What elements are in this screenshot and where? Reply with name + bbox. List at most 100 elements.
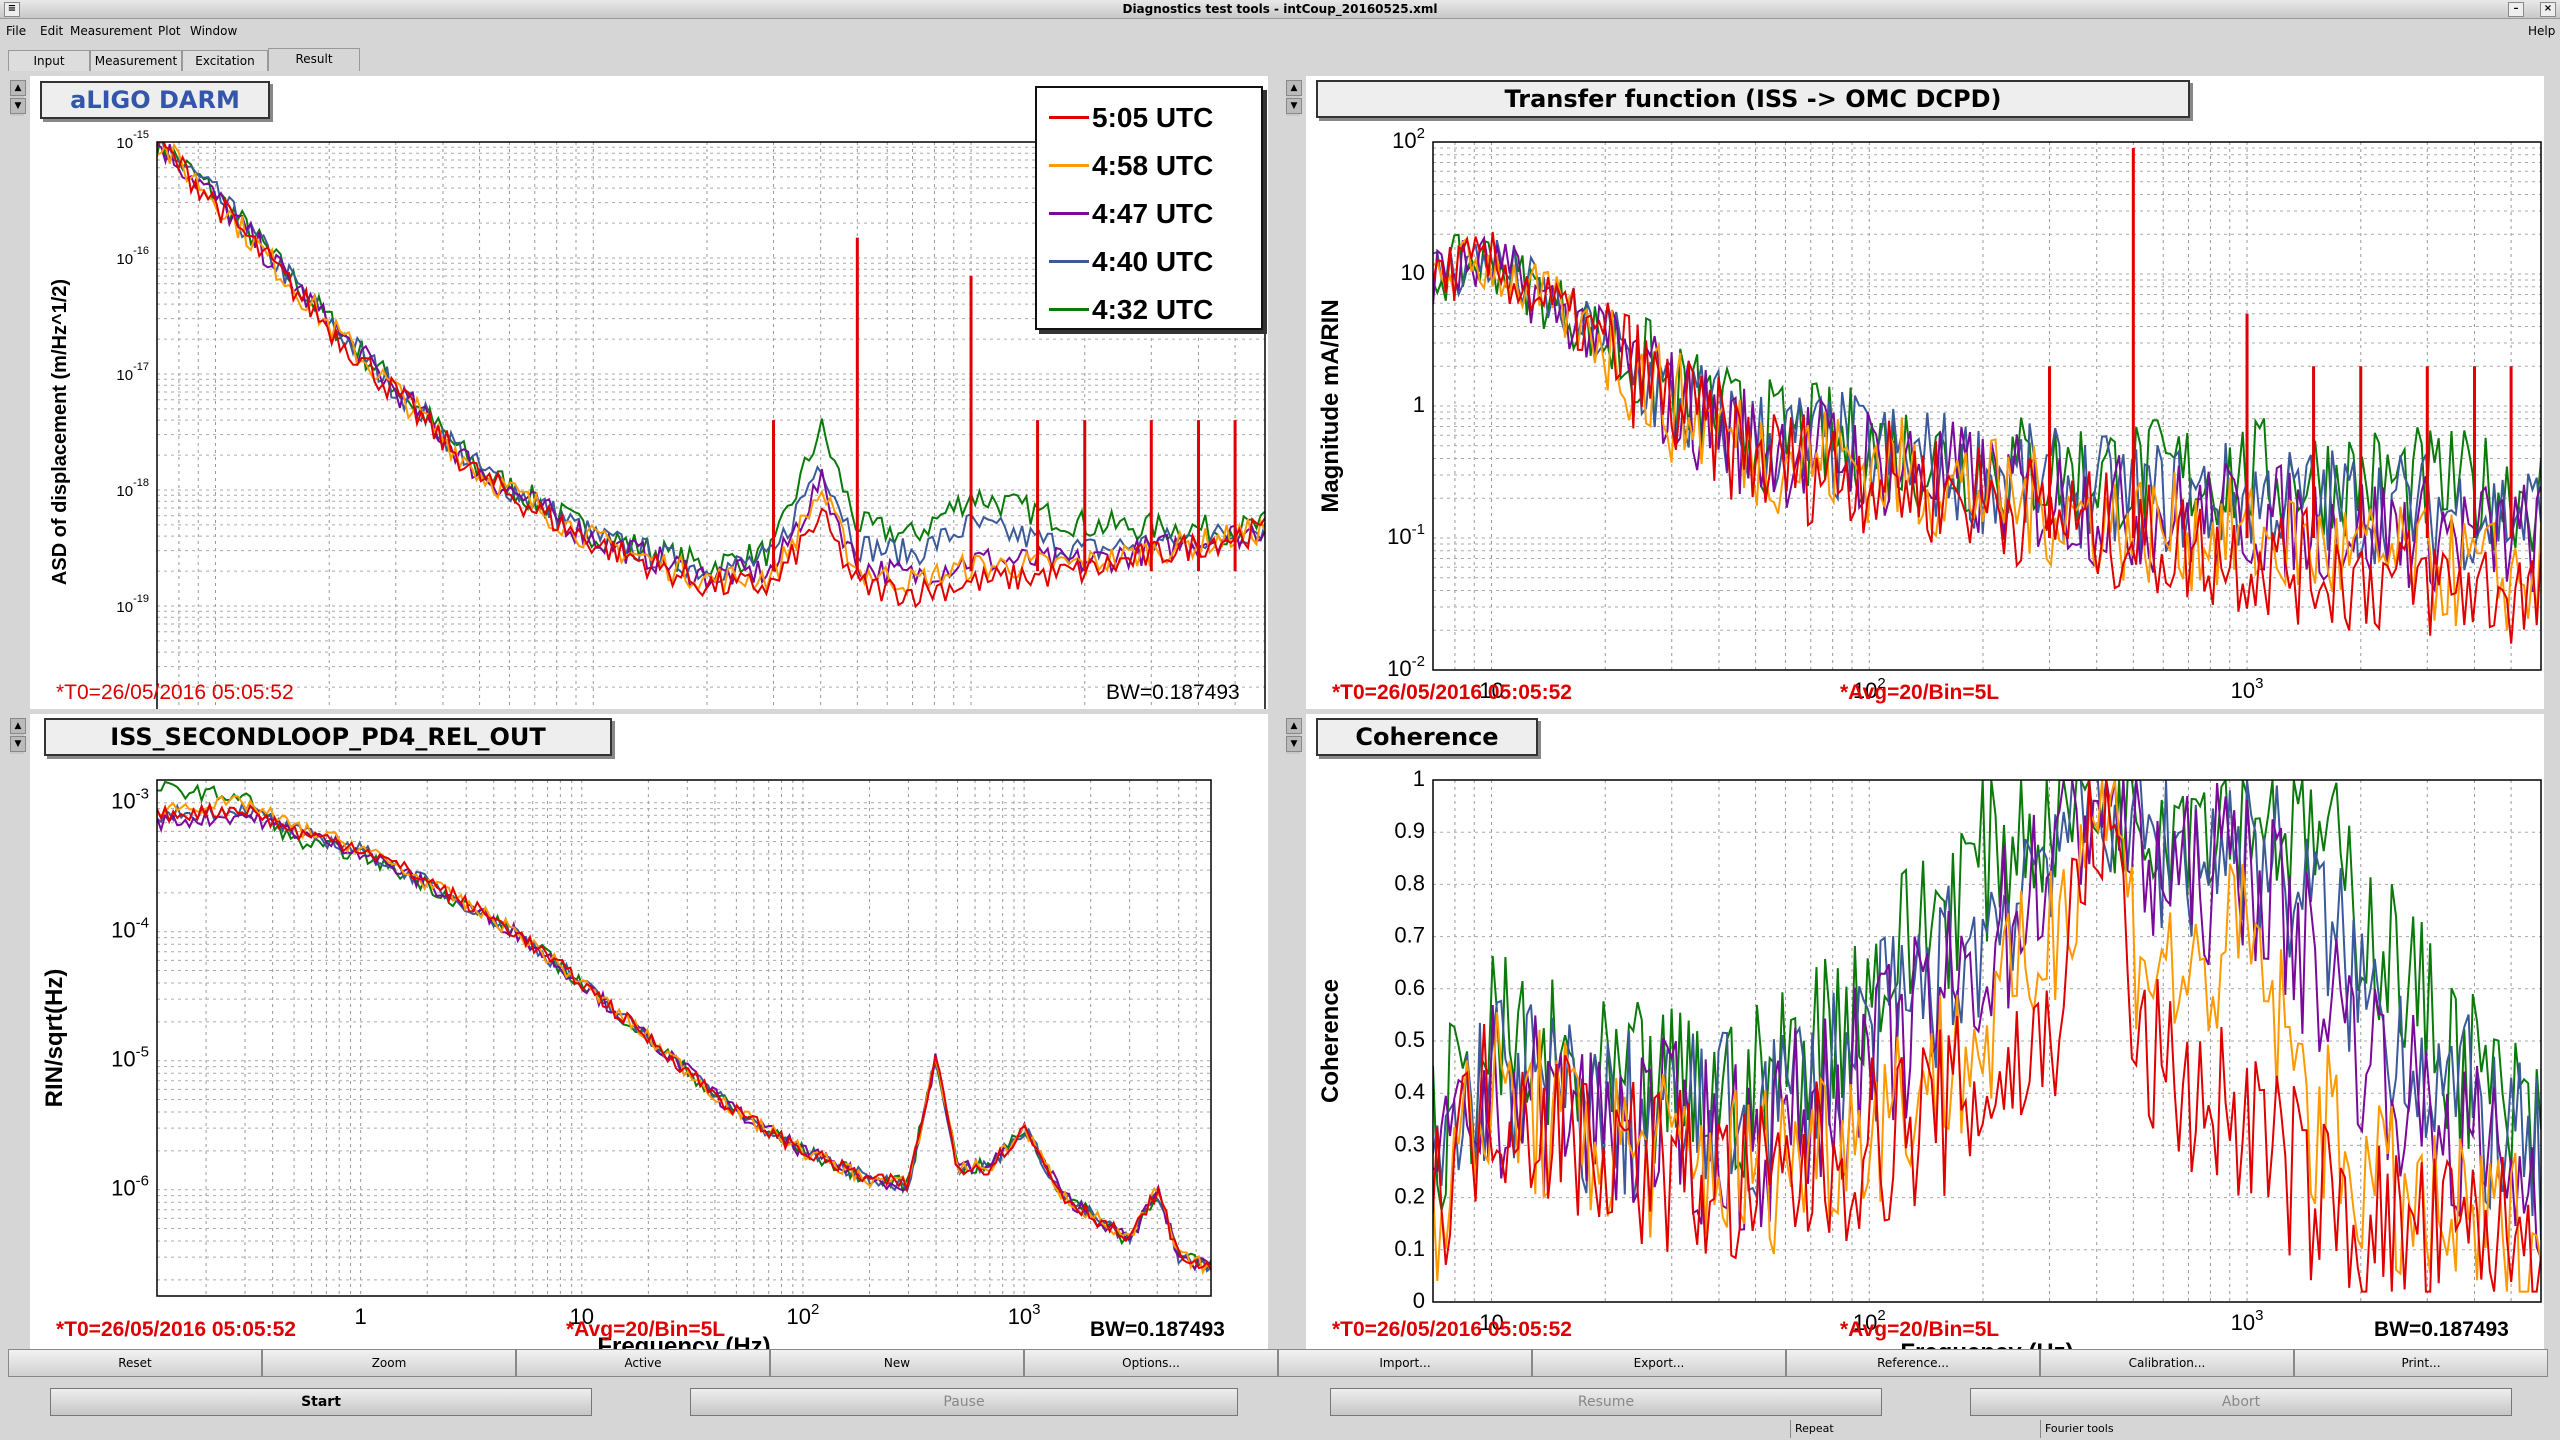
x-tick-label: 103 (2231, 1307, 2264, 1335)
y-tick-label: 10-4 (111, 915, 149, 943)
plot-frame (1432, 779, 2542, 1303)
y-axis-label: ASD of displacement (m/Hz^1/2) (49, 279, 71, 585)
y-tick-label: 10-16 (116, 245, 149, 268)
x-axis-label: Frequency (Hz) (597, 1333, 770, 1350)
tab-result[interactable]: Result (268, 48, 360, 71)
export-button[interactable]: Export... (1532, 1349, 1786, 1377)
series-line-2 (157, 794, 1211, 1275)
darm-t0: *T0=26/05/2016 05:05:52 (56, 681, 294, 704)
grid (157, 780, 1212, 1296)
y-axis-label: Magnitude mA/RIN (1317, 299, 1344, 512)
y-tick-label: 10-1 (1387, 521, 1425, 549)
x-tick-label: 103 (1008, 1301, 1041, 1329)
y-tick-label: 1 (1413, 392, 1425, 417)
coherence-plot-pad[interactable]: 10 102 103 1 0.9 0.8 0.7 0.6 0.5 0.4 0.3 0.2 0.1 0 Fre… (1306, 714, 2544, 1350)
coh-t0: *T0=26/05/2016 05:05:52 (1332, 1318, 1572, 1341)
darm-bw: BW=0.187493 (1106, 681, 1240, 704)
new-button[interactable]: New (770, 1349, 1024, 1377)
arrow-down-icon[interactable]: ▼ (1286, 736, 1302, 752)
start-button[interactable]: Start (50, 1388, 592, 1416)
arrow-up-icon[interactable]: ▲ (1286, 718, 1302, 734)
iss-t0: *T0=26/05/2016 05:05:52 (56, 1318, 296, 1341)
y-tick-label: 0.5 (1394, 1027, 1425, 1052)
options-button[interactable]: Options... (1024, 1349, 1278, 1377)
iss-bw: BW=0.187493 (1090, 1318, 1225, 1341)
legend-entry: 5:05 UTC (1037, 94, 1261, 142)
tab-measurement[interactable]: Measurement (90, 50, 182, 71)
menu-file[interactable]: File (6, 24, 27, 38)
menu-edit[interactable]: Edit (40, 24, 64, 38)
y-tick-label: 10-19 (116, 593, 149, 616)
zoom-button[interactable]: Zoom (262, 1349, 516, 1377)
plot-frame (1432, 141, 2542, 671)
arrow-up-icon[interactable]: ▲ (10, 718, 26, 734)
window-titlebar: Diagnostics test tools - intCoup_2016052… (0, 0, 2560, 19)
legend-entry: 4:40 UTC (1037, 238, 1261, 286)
coh-bw: BW=0.187493 (2374, 1318, 2509, 1341)
x-tick-label: 10 (1479, 1310, 1503, 1335)
menu-plot[interactable]: Plot (158, 24, 181, 38)
coh-side-arrows[interactable]: ▲ ▼ (1286, 718, 1302, 754)
y-tick-label: 0 (1413, 1288, 1425, 1313)
arrow-down-icon[interactable]: ▼ (1286, 98, 1302, 114)
y-tick-label: 1 (1413, 766, 1425, 791)
series-line-2 (1433, 236, 2541, 631)
menu-window[interactable]: Window (190, 24, 238, 38)
window-menu-icon[interactable]: ≡ (4, 2, 20, 17)
arrow-up-icon[interactable]: ▲ (1286, 80, 1302, 96)
menu-measurement[interactable]: Measurement (70, 24, 153, 38)
reset-button[interactable]: Reset (8, 1349, 262, 1377)
print-button[interactable]: Print... (2294, 1349, 2548, 1377)
close-icon[interactable]: × (2540, 2, 2556, 17)
coherence-chart: 10 102 103 1 0.9 0.8 0.7 0.6 0.5 0.4 0.3 0.2 0.1 0 Fre… (1317, 766, 2542, 1350)
series-line-3 (157, 143, 1265, 591)
x-axis-label: Frequency (Hz) (1900, 1339, 2073, 1350)
y-tick-label: 102 (1392, 125, 1425, 153)
x-tick-label: 102 (787, 1301, 820, 1329)
pause-button[interactable]: Pause (690, 1388, 1238, 1416)
y-tick-label: 10-5 (111, 1044, 149, 1072)
x-tick-label: 10 (570, 1304, 594, 1329)
arrow-down-icon[interactable]: ▼ (10, 736, 26, 752)
y-axis-label: Coherence (1317, 979, 1344, 1103)
reference-button[interactable]: Reference... (1786, 1349, 2040, 1377)
x-axis-label: Frequency (Hz) (1900, 707, 2073, 709)
y-tick-label: 10 (1401, 260, 1425, 285)
series-line-2 (1433, 780, 2541, 1293)
iss-plot-pad[interactable]: 1 10 102 103 10-3 10-4 10-5 10-6 Frequency (Hz) R… (30, 714, 1268, 1350)
y-tick-label: 0.1 (1394, 1236, 1425, 1261)
iss-title: ISS_SECONDLOOP_PD4_REL_OUT (44, 718, 612, 756)
window-title: Diagnostics test tools - intCoup_2016052… (1122, 2, 1438, 16)
series-line-1 (1433, 231, 2541, 644)
darm-chart: 1010210310-1510-1610-1710-1810-1910-20Fr… (49, 129, 1266, 709)
arrow-up-icon[interactable]: ▲ (10, 80, 26, 96)
iss-avg: *Avg=20/Bin=5L (566, 1318, 726, 1341)
minimize-icon[interactable]: – (2508, 2, 2524, 17)
calibration-button[interactable]: Calibration... (2040, 1349, 2294, 1377)
iss-side-arrows[interactable]: ▲ ▼ (10, 718, 26, 754)
x-tick-label: 103 (2231, 675, 2264, 703)
tf-side-arrows[interactable]: ▲ ▼ (1286, 80, 1302, 116)
resume-button[interactable]: Resume (1330, 1388, 1882, 1416)
y-tick-label: 0.9 (1394, 818, 1425, 843)
y-tick-label: 10-17 (116, 361, 149, 384)
y-axis-label: RIN/sqrt(Hz) (41, 969, 68, 1108)
tab-excitation[interactable]: Excitation (182, 50, 268, 71)
active-button[interactable]: Active (516, 1349, 770, 1377)
abort-button[interactable]: Abort (1970, 1388, 2512, 1416)
legend-entry: 4:32 UTC (1037, 286, 1261, 334)
arrow-down-icon[interactable]: ▼ (10, 98, 26, 114)
x-tick-label: 102 (1853, 1307, 1886, 1335)
series-line-3 (157, 807, 1211, 1271)
menu-bar: File Edit Measurement Plot Window Help (0, 20, 2560, 42)
x-tick-label: 10 (1479, 678, 1503, 703)
y-tick-label: 0.6 (1394, 975, 1425, 1000)
menu-help[interactable]: Help (2528, 24, 2556, 38)
tab-input[interactable]: Input (8, 50, 90, 71)
darm-side-arrows[interactable]: ▲ ▼ (10, 80, 26, 116)
import-button[interactable]: Import... (1278, 1349, 1532, 1377)
y-tick-label: 0.8 (1394, 870, 1425, 895)
y-tick-label: 10-15 (116, 129, 149, 152)
